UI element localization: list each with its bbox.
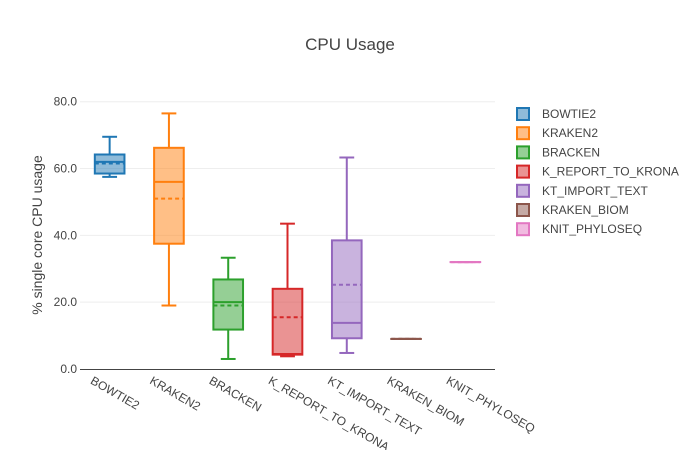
legend-item[interactable]: KRAKEN2	[516, 126, 598, 141]
y-axis-ticks: 0.0 20.0 40.0 60.0 80.0	[54, 95, 78, 376]
legend-item[interactable]: BOWTIE2	[516, 107, 596, 121]
y-tick-label: 40.0	[54, 228, 78, 242]
legend-swatch	[516, 222, 530, 237]
legend-label: K_REPORT_TO_KRONA	[542, 165, 679, 179]
legend-label: KNIT_PHYLOSEQ	[542, 222, 642, 236]
box-bracken	[212, 256, 245, 360]
legend-item[interactable]: KT_IMPORT_TEXT	[516, 183, 648, 198]
legend-label: KRAKEN_BIOM	[542, 203, 629, 217]
box-kraken2	[153, 112, 185, 307]
legend-item[interactable]: K_REPORT_TO_KRONA	[516, 164, 679, 179]
legend[interactable]: BOWTIE2 KRAKEN2 BRACKEN K_REPORT_TO_KRONA KT…	[516, 107, 679, 237]
legend-swatch	[516, 126, 530, 141]
legend-swatch	[516, 203, 530, 217]
legend-item[interactable]: KRAKEN_BIOM	[516, 203, 629, 217]
x-axis-ticks: BOWTIE2 KRAKEN2 BRACKEN K_REPORT_TO_KRONAKT…	[88, 373, 537, 450]
legend-label: KRAKEN2	[542, 126, 598, 140]
legend-label: KT_IMPORT_TEXT	[542, 184, 648, 198]
y-tick-label: 0.0	[60, 362, 77, 376]
legend-swatch	[516, 145, 530, 160]
y-tick-label: 20.0	[54, 295, 78, 309]
legend-item[interactable]: BRACKEN	[516, 145, 600, 160]
iqr-box	[271, 287, 304, 356]
box-kt-import-text	[330, 156, 363, 354]
y-tick-label: 60.0	[54, 162, 78, 176]
x-tick-label: BRACKEN	[207, 373, 264, 414]
x-tick-label: BOWTIE2	[88, 373, 142, 412]
x-tick-label: KRAKEN2	[147, 373, 203, 413]
box-k-report-to-krona	[271, 222, 304, 358]
legend-label: BOWTIE2	[542, 107, 596, 121]
y-tick-label: 80.0	[54, 95, 78, 109]
iqr-box	[153, 146, 185, 245]
legend-label: BRACKEN	[542, 145, 600, 159]
chart-title: CPU Usage	[305, 35, 395, 54]
iqr-box	[212, 278, 245, 331]
box-bowtie2	[93, 135, 126, 178]
legend-item[interactable]: KNIT_PHYLOSEQ	[516, 222, 642, 237]
legend-swatch	[516, 164, 530, 179]
box-plots	[93, 112, 482, 360]
legend-swatch	[516, 183, 530, 198]
legend-swatch	[516, 107, 530, 121]
y-axis-title: % single core CPU usage	[29, 155, 45, 315]
